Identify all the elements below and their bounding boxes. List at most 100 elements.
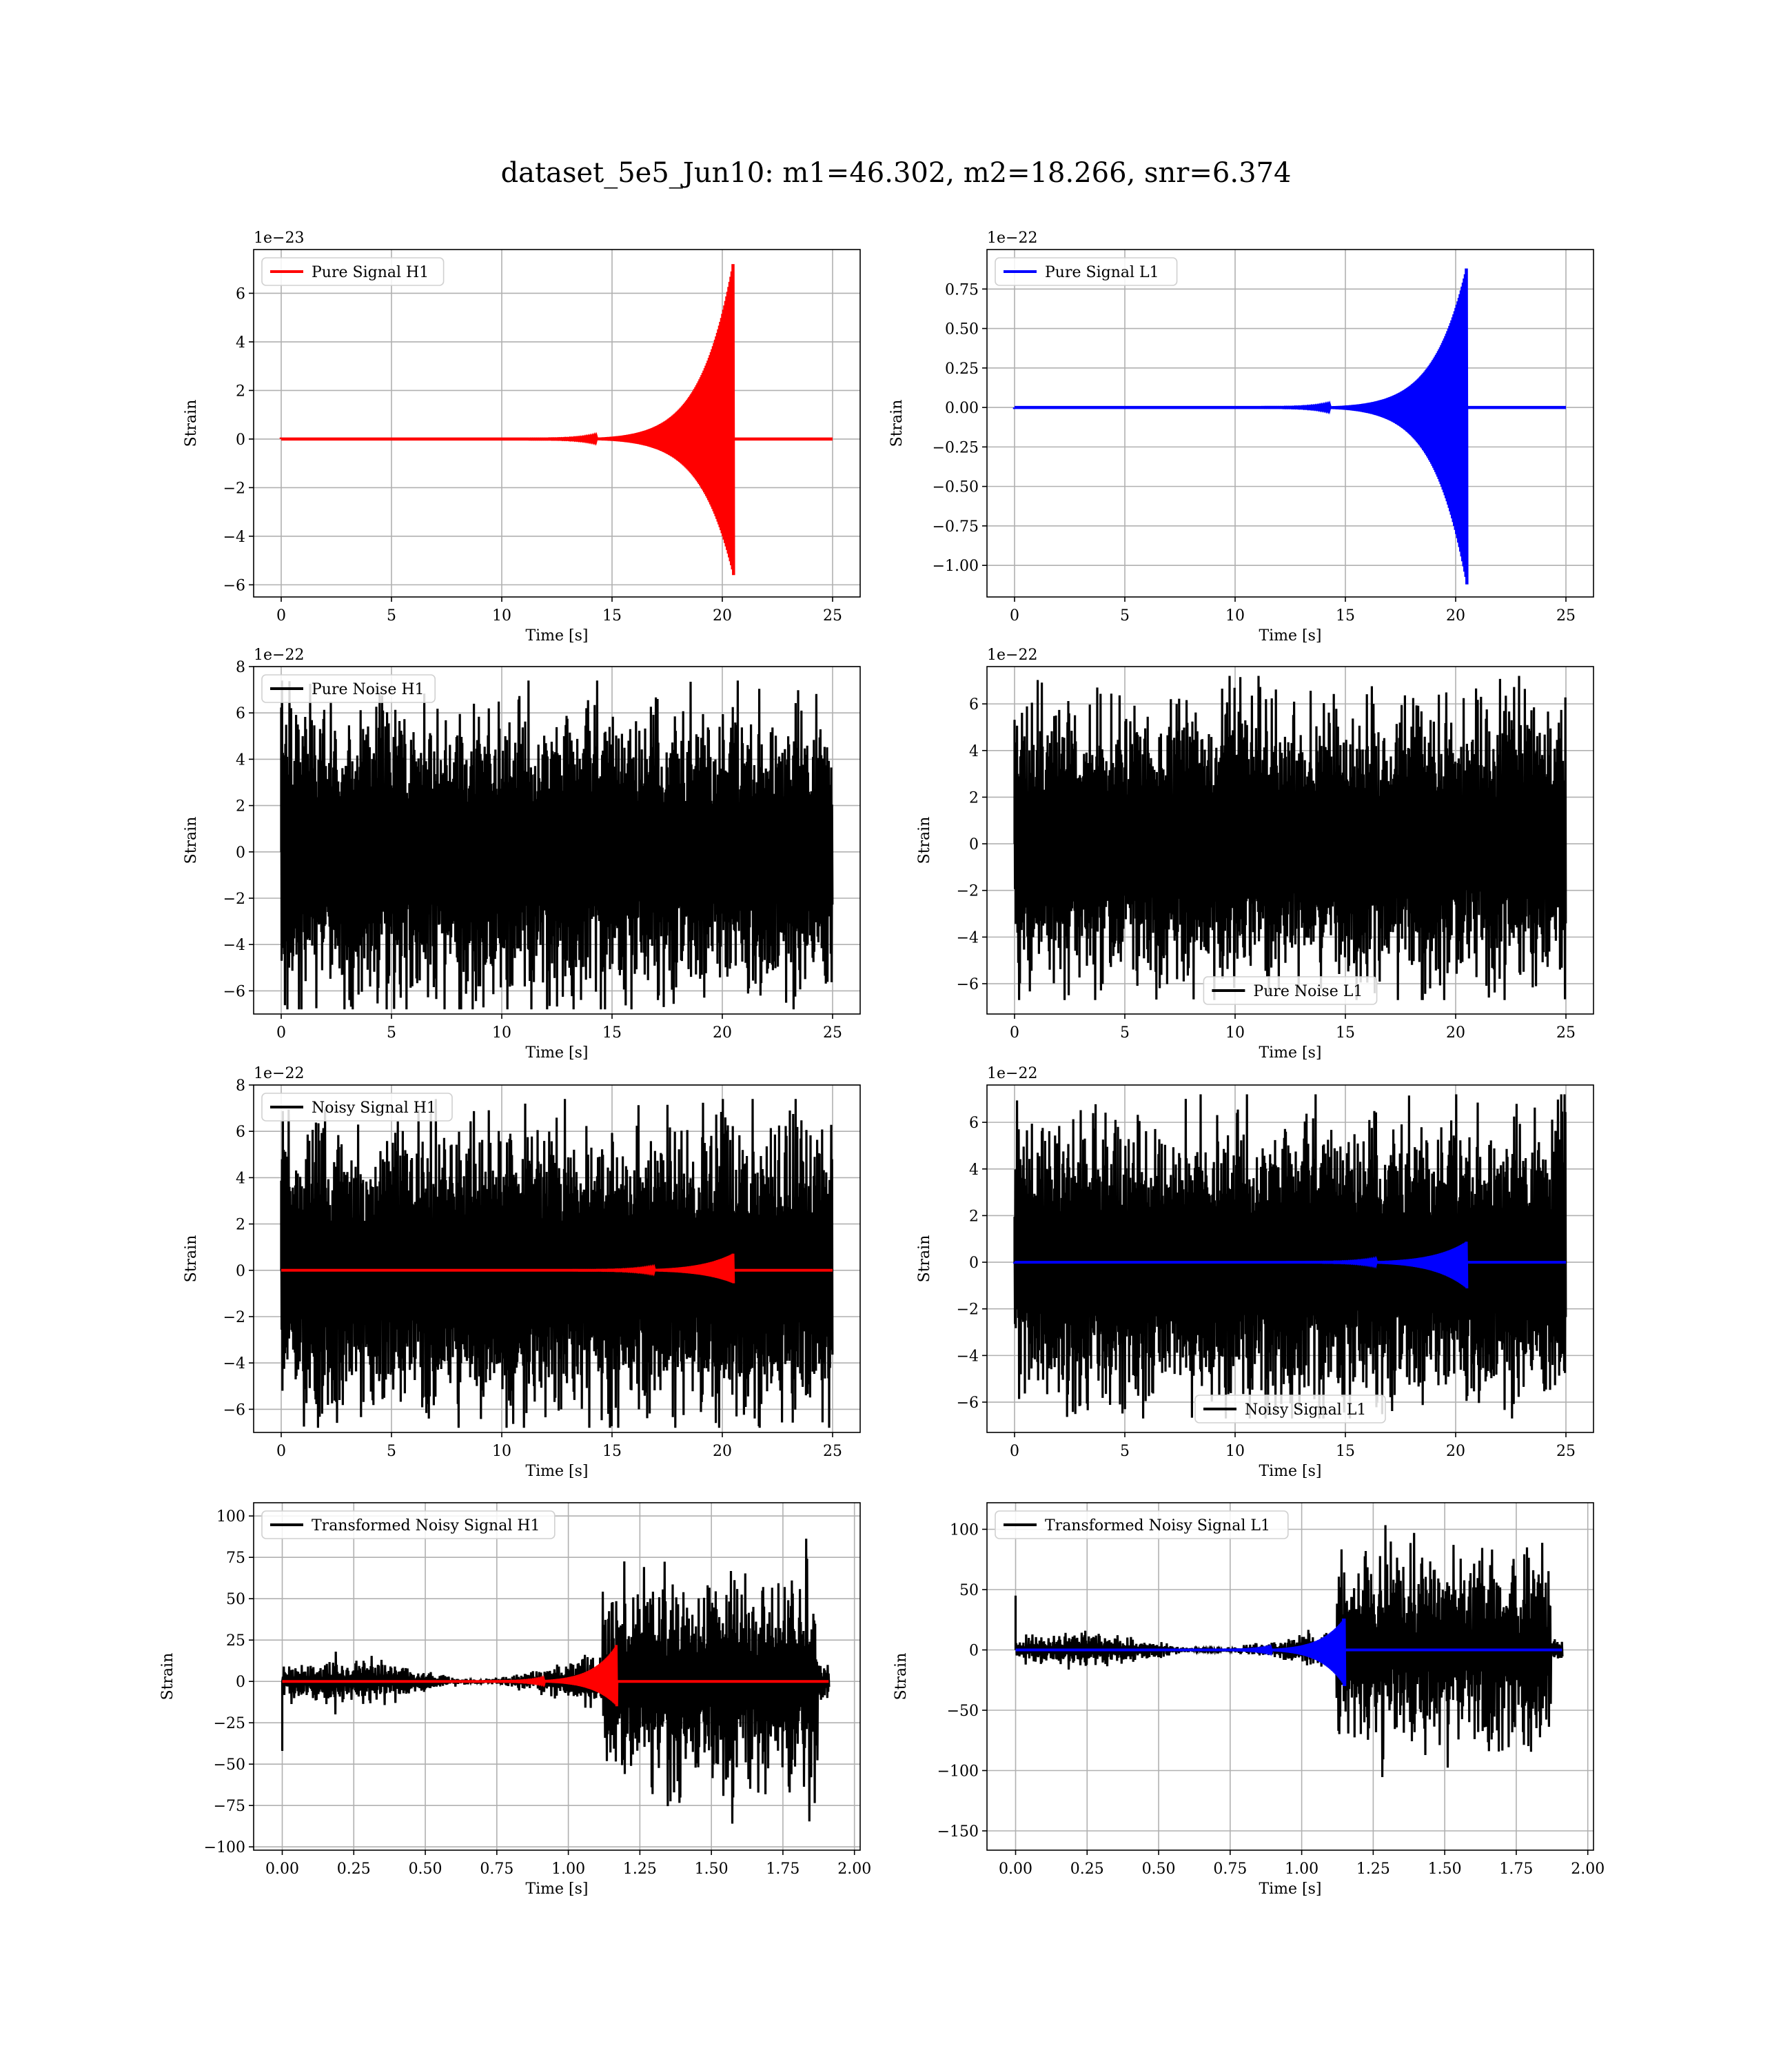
y-tick-label: −100 xyxy=(937,1763,979,1781)
axes-frame xyxy=(253,1084,861,1433)
subplot-transformed-noisy-signal-h1: 0.00 0.25 0.50 0.75 1.00 1.25 1.50 1.75 2.00 −100… xyxy=(159,1502,871,1898)
y-tick-label: 0 xyxy=(969,1255,979,1272)
y-axis-label: Strain xyxy=(888,400,906,447)
x-tick-label: 20 xyxy=(1446,607,1465,625)
y-axis-label: Strain xyxy=(159,1653,176,1701)
x-tick-label: 0.25 xyxy=(1070,1861,1104,1878)
plot-area xyxy=(1014,1525,1564,1778)
y-tick-label: −4 xyxy=(223,529,245,546)
legend: Noisy Signal H1 xyxy=(261,1093,453,1122)
x-tick-label: 15 xyxy=(602,1443,622,1460)
y-tick-label: −75 xyxy=(214,1798,245,1815)
legend-label: Pure Noise H1 xyxy=(312,681,425,698)
y-tick-label: 2 xyxy=(236,798,245,815)
offset-text: 1e−22 xyxy=(987,230,1037,247)
y-tick-label: 50 xyxy=(226,1591,245,1608)
legend-box xyxy=(1203,976,1378,1005)
axes-frame xyxy=(986,1084,1594,1433)
legend-label: Pure Signal L1 xyxy=(1045,264,1159,281)
plot-area xyxy=(280,1099,834,1428)
x-tick-label: 0.00 xyxy=(265,1861,299,1878)
y-tick-label: 2 xyxy=(236,1217,245,1234)
series-line-noisy-signal-h1 xyxy=(280,1099,834,1428)
legend: Pure Noise L1 xyxy=(1203,976,1378,1005)
y-axis-label: Strain xyxy=(183,817,200,864)
y-tick-label: 2 xyxy=(969,789,979,807)
y-tick-label: 0 xyxy=(236,1263,245,1280)
series-line-signal-overlay xyxy=(281,1253,833,1284)
x-tick-label: 25 xyxy=(823,1024,842,1042)
ticks xyxy=(982,1122,1567,1437)
x-tick-label: 25 xyxy=(823,607,842,625)
plot-area xyxy=(1012,268,1566,585)
y-tick-label: −2 xyxy=(223,480,245,497)
axes-frame xyxy=(986,1502,1594,1851)
y-tick-label: 75 xyxy=(226,1550,245,1567)
x-tick-label: 1.50 xyxy=(695,1861,729,1878)
x-tick-label: 25 xyxy=(823,1443,842,1460)
x-tick-label: 0.00 xyxy=(999,1861,1032,1878)
y-tick-label: −2 xyxy=(957,883,979,900)
y-axis-label: Strain xyxy=(916,817,933,864)
subplot-transformed-noisy-signal-l1: 0.00 0.25 0.50 0.75 1.00 1.25 1.50 1.75 2.00 −150… xyxy=(893,1502,1605,1898)
series-line-signal-overlay xyxy=(1015,1618,1562,1687)
legend-box xyxy=(1194,1395,1386,1423)
axes-frame xyxy=(253,1502,861,1851)
figure-title: dataset_5e5_Jun10: m1=46.302, m2=18.266,… xyxy=(500,157,1292,189)
x-axis-label: Time [s] xyxy=(525,1881,588,1898)
legend-box xyxy=(261,257,445,286)
series-line-pure-signal-h1 xyxy=(279,264,833,576)
legend: Noisy Signal L1 xyxy=(1194,1395,1386,1423)
y-tick-label: 6 xyxy=(969,696,979,713)
series-line-pure-noise-h1 xyxy=(280,680,834,1010)
x-tick-label: 5 xyxy=(387,1443,396,1460)
x-tick-label: 15 xyxy=(1336,1443,1355,1460)
legend: Transformed Noisy Signal H1 xyxy=(261,1510,556,1539)
y-tick-label: 8 xyxy=(236,1077,245,1095)
x-tick-label: 1.00 xyxy=(1285,1861,1318,1878)
x-tick-label: 1.00 xyxy=(551,1861,585,1878)
x-axis-label: Time [s] xyxy=(1259,1044,1321,1062)
y-tick-label: −4 xyxy=(957,929,979,946)
legend-box xyxy=(995,1510,1289,1539)
x-tick-label: 25 xyxy=(1556,1024,1576,1042)
y-tick-label: 0 xyxy=(969,836,979,853)
legend-label: Noisy Signal L1 xyxy=(1245,1401,1366,1419)
y-tick-label: −25 xyxy=(214,1715,245,1732)
x-tick-label: 20 xyxy=(713,607,732,625)
series-line-transformed-noisy-signal-l1 xyxy=(1014,1525,1564,1778)
y-tick-label: −2 xyxy=(223,891,245,908)
x-tick-label: 0.50 xyxy=(409,1861,442,1878)
ticks xyxy=(249,1084,833,1437)
y-tick-label: 6 xyxy=(236,285,245,303)
y-tick-label: −50 xyxy=(214,1756,245,1774)
y-tick-label: −1.00 xyxy=(933,558,979,575)
y-tick-label: −150 xyxy=(937,1823,979,1841)
x-tick-label: 1.75 xyxy=(1499,1861,1533,1878)
x-tick-label: 0.75 xyxy=(480,1861,513,1878)
legend-box xyxy=(261,1510,556,1539)
offset-text: 1e−23 xyxy=(254,230,304,247)
x-tick-label: 10 xyxy=(492,1443,511,1460)
axes-frame xyxy=(986,666,1594,1015)
x-tick-label: 0 xyxy=(276,607,286,625)
y-tick-label: 0 xyxy=(236,432,245,449)
x-tick-label: 0 xyxy=(276,1024,286,1042)
y-tick-label: −4 xyxy=(223,937,245,954)
y-tick-label: 6 xyxy=(236,705,245,722)
x-tick-label: 0 xyxy=(1010,1024,1019,1042)
offset-text: 1e−22 xyxy=(254,1065,304,1082)
axes-frame xyxy=(253,249,861,598)
series-line-signal-overlay xyxy=(282,1645,829,1707)
plot-area xyxy=(1013,1094,1567,1419)
x-tick-label: 2.00 xyxy=(837,1861,871,1878)
series-line-signal-overlay xyxy=(1013,1241,1566,1289)
x-tick-label: 15 xyxy=(602,607,622,625)
plot-area xyxy=(280,680,834,1010)
y-tick-label: 2 xyxy=(969,1208,979,1225)
legend-label: Transformed Noisy Signal L1 xyxy=(1045,1517,1270,1534)
y-tick-label: 0.00 xyxy=(945,400,979,417)
x-tick-label: 0.25 xyxy=(337,1861,371,1878)
x-tick-label: 0 xyxy=(276,1443,286,1460)
x-tick-label: 5 xyxy=(1120,1024,1130,1042)
